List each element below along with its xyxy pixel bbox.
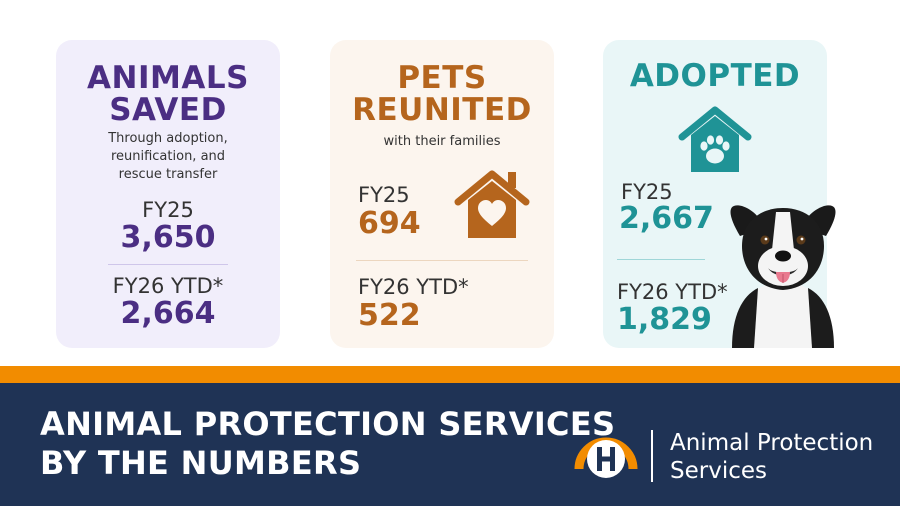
heading-line-1: ANIMAL PROTECTION SERVICES [40,405,616,443]
card-divider [356,260,528,261]
fy26-label: FY26 YTD* [358,275,469,299]
title-line-1: PETS [397,60,487,96]
animals-saved-card: ANIMALS SAVED Through adoption, reunific… [56,40,280,348]
brand-name: Animal Protection Services [670,429,873,485]
pets-reunited-title: PETS REUNITED [330,62,554,126]
title-line-1: ANIMALS [87,60,249,96]
fy26-value: 522 [358,298,421,333]
title-line-2: REUNITED [352,92,532,128]
pets-reunited-subtitle: with their families [330,133,554,151]
pets-reunited-card: PETS REUNITED with their families FY25 6… [330,40,554,348]
page-heading: ANIMAL PROTECTION SERVICES BY THE NUMBER… [40,405,615,483]
fy25-label: FY25 [358,183,410,207]
fy25-value: 2,667 [619,201,714,236]
heading-line-2: BY THE NUMBERS [40,444,362,482]
animals-saved-subtitle: Through adoption, reunification, and res… [56,130,280,184]
dog-photo [730,205,836,348]
brand-line-2: Services [670,458,767,484]
subtitle-line-3: rescue transfer [118,167,218,182]
title-line-1: ADOPTED [629,58,801,94]
card-divider [617,259,705,260]
adopted-card: ADOPTED FY25 2,667 FY26 YTD* 1,829 [603,40,827,348]
title-line-2: SAVED [109,92,227,128]
animals-saved-title: ANIMALS SAVED [56,62,280,126]
adopted-title: ADOPTED [603,60,827,92]
fy25-value: 3,650 [120,220,216,255]
house-heart-icon [454,170,530,238]
orange-accent-band [0,366,900,383]
brand-line-1: Animal Protection [670,430,874,456]
fy25-label: FY25 [142,198,194,222]
fy25-value: 694 [358,206,421,241]
fy26-value: 1,829 [617,302,712,337]
fy25-label: FY25 [621,180,673,204]
house-paw-icon [678,106,752,172]
subtitle-line-1: with their families [383,134,501,149]
h-logo-icon [574,437,638,478]
brand-separator [651,430,653,482]
fy26-label: FY26 YTD* [112,274,224,298]
subtitle-line-1: Through adoption, [108,131,228,146]
card-divider [108,264,228,265]
subtitle-line-2: reunification, and [110,149,226,164]
fy26-label: FY26 YTD* [617,280,728,304]
footer-band [0,383,900,506]
fy26-value: 2,664 [120,296,216,331]
